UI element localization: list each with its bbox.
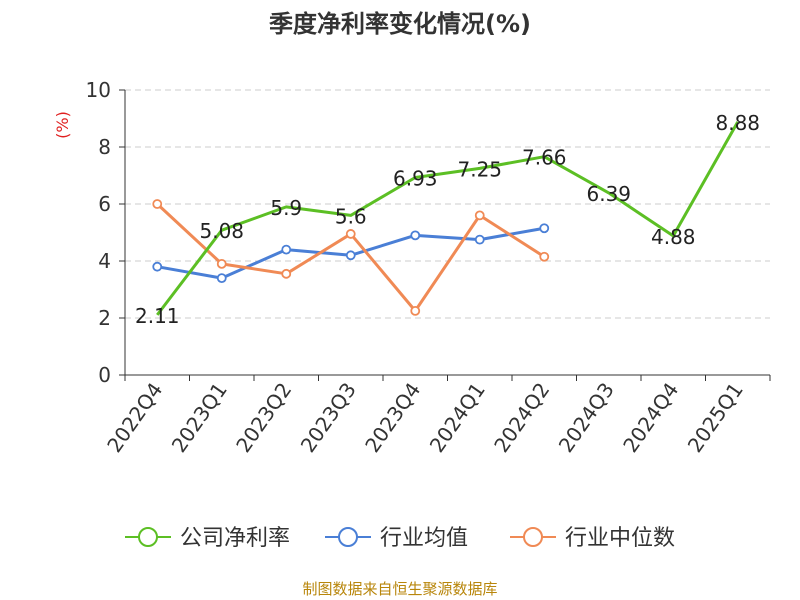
data-label: 7.66: [522, 146, 567, 170]
data-point: [345, 229, 356, 239]
y-tick-label: 4: [98, 249, 111, 273]
data-label: 4.88: [651, 225, 696, 249]
x-tick-label: 2024Q2: [489, 378, 554, 457]
data-point: [152, 261, 163, 272]
x-tick-label: 2023Q4: [360, 378, 425, 457]
legend-item: 公司净利率: [125, 526, 290, 551]
y-tick-label: 6: [98, 192, 111, 216]
series-layer: [152, 121, 740, 316]
data-label: 5.9: [270, 196, 302, 220]
x-tick-label: 2024Q4: [618, 378, 683, 457]
data-point: [410, 305, 421, 316]
legend-circle-icon: [523, 527, 543, 547]
data-point: [539, 251, 550, 262]
source-note: 制图数据来自恒生聚源数据库: [302, 580, 497, 598]
series-1: [152, 223, 550, 284]
data-label: 5.6: [335, 204, 367, 228]
data-label: 2.11: [135, 304, 180, 328]
data-label: 7.25: [457, 157, 502, 181]
series-2: [152, 199, 550, 316]
legend-label: 行业中位数: [565, 526, 675, 551]
x-tick-label: 2023Q1: [167, 378, 232, 457]
data-point: [281, 268, 292, 279]
data-label: 6.93: [393, 166, 438, 190]
gridlines: [125, 89, 770, 319]
data-label: 6.39: [586, 182, 631, 206]
data-labels: 2.11 5.08 5.9 5.6 6.93 7.25 7.66 6.39 4.88 8.88: [135, 111, 760, 328]
series-0: [156, 121, 740, 316]
x-tick-label: 2024Q1: [425, 378, 490, 457]
data-label: 8.88: [715, 111, 760, 135]
legend: 公司净利率 行业均值 行业中位数: [125, 526, 675, 551]
data-point: [152, 199, 163, 209]
y-tick-label: 8: [98, 135, 111, 159]
data-point: [216, 273, 227, 284]
y-tick-label: 0: [98, 363, 111, 387]
x-tick-label: 2023Q2: [231, 378, 296, 457]
x-tick-label: 2023Q3: [296, 378, 361, 457]
data-label: 5.08: [199, 219, 244, 243]
legend-item: 行业中位数: [510, 526, 675, 551]
chart-title: 季度净利率变化情况(%): [269, 10, 531, 38]
legend-item: 行业均值: [325, 526, 468, 551]
data-point: [474, 210, 485, 221]
data-point: [345, 250, 356, 261]
x-tick-label: 2022Q4: [102, 378, 167, 457]
data-point: [216, 258, 227, 269]
data-point: [281, 244, 292, 255]
y-tick-label: 2: [98, 306, 111, 330]
x-tick-label: 2024Q3: [554, 378, 619, 457]
data-point: [410, 230, 421, 241]
legend-label: 行业均值: [380, 526, 468, 551]
y-tick-label: 10: [86, 78, 111, 102]
series-line: [156, 121, 740, 316]
legend-label: 公司净利率: [180, 526, 290, 551]
legend-circle-icon: [138, 527, 158, 547]
legend-circle-icon: [338, 527, 358, 547]
data-point: [539, 223, 550, 234]
y-axis-unit-label: (%): [53, 111, 72, 139]
data-point: [474, 234, 485, 245]
x-tick-label: 2025Q1: [683, 378, 748, 457]
